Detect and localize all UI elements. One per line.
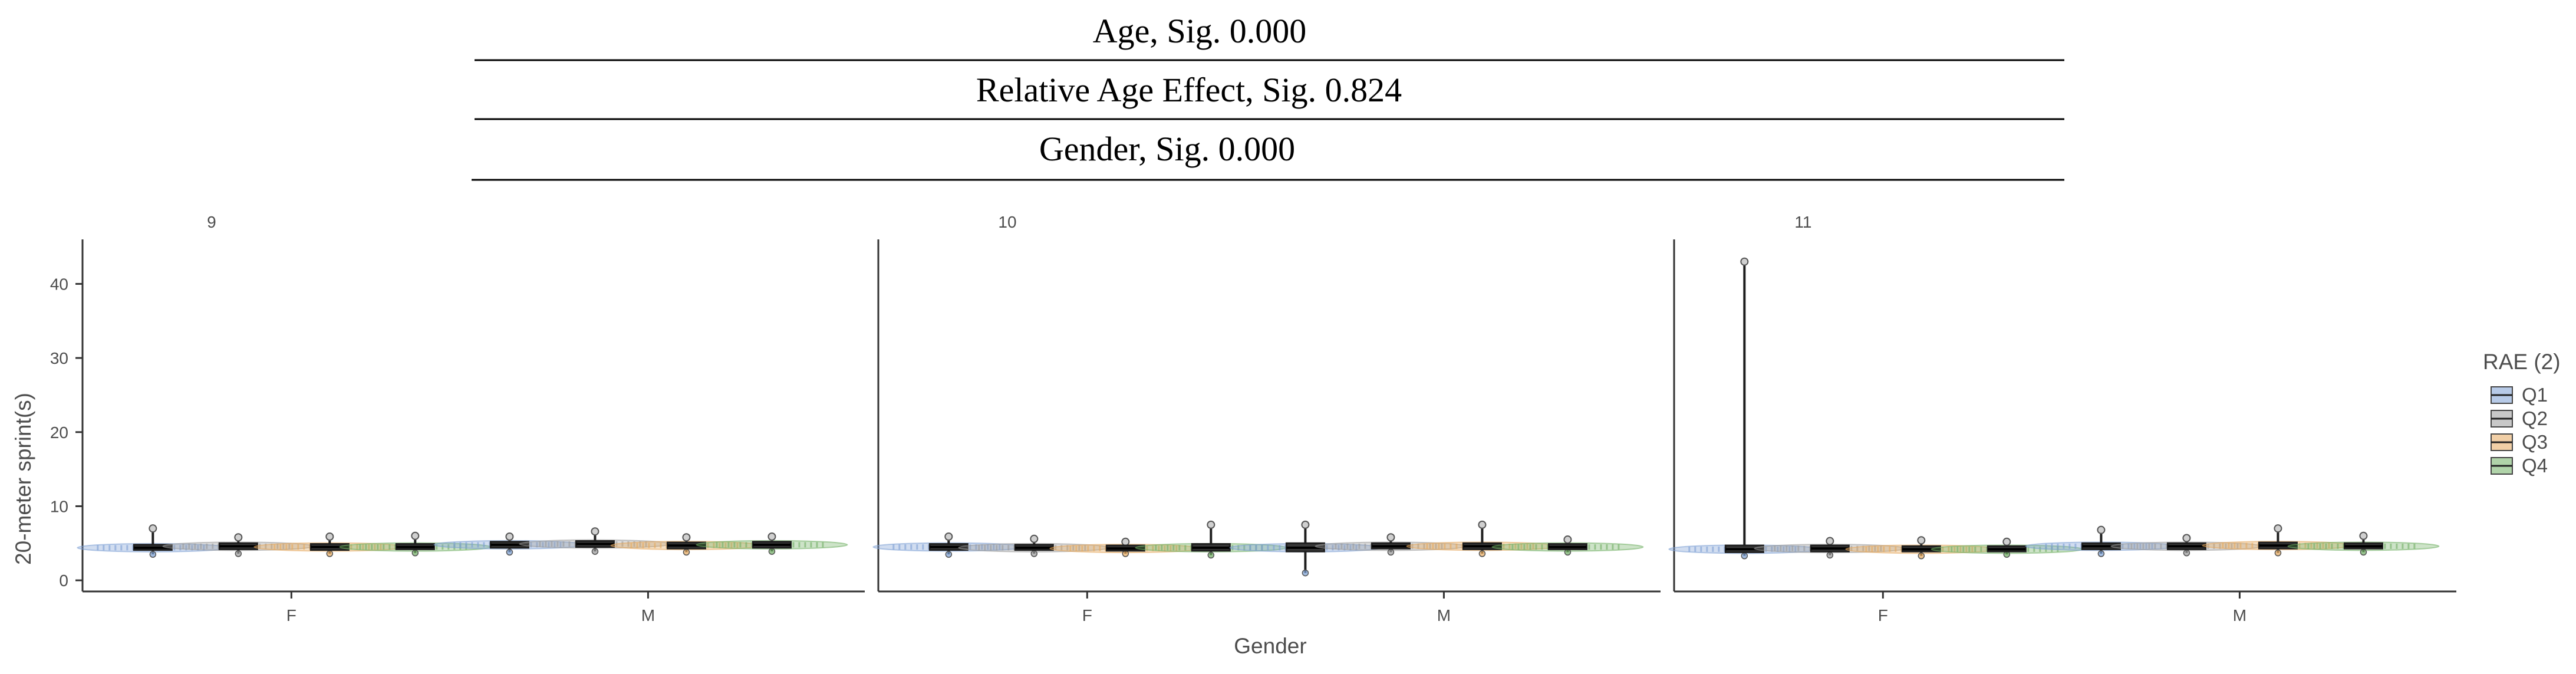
facet-label: 9 bbox=[207, 213, 216, 231]
legend-label: Q1 bbox=[2522, 384, 2548, 406]
whisker-min-point bbox=[1302, 569, 1309, 577]
x-axis-title: Gender bbox=[1234, 634, 1306, 658]
whisker-min-point bbox=[1564, 548, 1572, 556]
whisker-min-point bbox=[1030, 550, 1038, 557]
whisker-max-point bbox=[2182, 534, 2191, 543]
whisker-min-point bbox=[1122, 550, 1129, 557]
whisker-max-point bbox=[1740, 257, 1749, 266]
x-tick-label: F bbox=[1878, 606, 1888, 624]
whisker-min-point bbox=[235, 550, 242, 557]
y-tick-label: 20 bbox=[50, 423, 68, 442]
legend-label: Q2 bbox=[2522, 407, 2548, 429]
whisker-min-point bbox=[2360, 548, 2367, 556]
whisker-max-point bbox=[1386, 533, 1395, 542]
facet-label: 10 bbox=[998, 213, 1016, 231]
plot-area: 9 0 10 20 30 40 F M 10 F M 11 F M bbox=[50, 213, 2456, 624]
whisker-min-point bbox=[1387, 548, 1395, 556]
whisker-max-point bbox=[2097, 525, 2106, 534]
whisker-min-point bbox=[506, 548, 513, 556]
whisker-max-point bbox=[505, 532, 514, 541]
whisker-max-point bbox=[325, 532, 334, 541]
x-tick-label: F bbox=[286, 606, 297, 624]
y-tick-label: 0 bbox=[59, 571, 68, 590]
stat-gender: Gender, Sig. 0.000 bbox=[1039, 130, 1295, 168]
whisker-max-point bbox=[1917, 536, 1926, 545]
whisker-min-point bbox=[2003, 551, 2011, 558]
x-tick-label: M bbox=[2233, 606, 2246, 624]
whisker-max-point bbox=[1301, 520, 1310, 529]
whisker-max-point bbox=[2274, 524, 2282, 533]
stats-header: Age, Sig. 0.000 Relative Age Effect, Sig… bbox=[472, 12, 2064, 181]
whisker-max-point bbox=[2359, 531, 2368, 540]
whisker-min-point bbox=[945, 551, 953, 558]
whisker-max-point bbox=[149, 524, 157, 533]
whisker-min-point bbox=[2183, 549, 2190, 557]
y-axis-title: 20-meter sprint(s) bbox=[11, 393, 35, 565]
whisker-min-point bbox=[768, 548, 776, 555]
whisker-min-point bbox=[683, 548, 690, 556]
whisker-max-point bbox=[1121, 537, 1130, 546]
whisker-max-point bbox=[2002, 537, 2011, 546]
x-tick-label: M bbox=[1437, 606, 1451, 624]
whisker-max-point bbox=[767, 532, 776, 541]
whisker-max-point bbox=[944, 532, 953, 541]
x-tick-label: F bbox=[1082, 606, 1092, 624]
legend-label: Q3 bbox=[2522, 431, 2548, 453]
whisker-max-point bbox=[1826, 537, 1834, 545]
y-tick-label: 30 bbox=[50, 349, 68, 367]
whisker-max-point bbox=[1030, 534, 1039, 543]
whisker-min-point bbox=[591, 548, 599, 555]
whisker-max-point bbox=[411, 531, 420, 540]
whisker-min-point bbox=[1207, 551, 1215, 559]
whisker-max-point bbox=[1563, 535, 1572, 544]
stat-age: Age, Sig. 0.000 bbox=[1093, 12, 1307, 50]
stat-relative-age-effect: Relative Age Effect, Sig. 0.824 bbox=[976, 71, 1402, 109]
legend-label: Q4 bbox=[2522, 455, 2548, 476]
whisker-max-point bbox=[591, 527, 599, 536]
whisker-min-point bbox=[1918, 552, 1925, 560]
y-tick-label: 10 bbox=[50, 497, 68, 515]
whisker-min-point bbox=[1478, 550, 1486, 557]
whisker-max-point bbox=[1207, 520, 1215, 529]
whisker-max-point bbox=[234, 533, 243, 542]
whisker-min-point bbox=[2274, 549, 2282, 557]
whisker-min-point bbox=[1826, 551, 1834, 559]
whisker-min-point bbox=[149, 551, 157, 558]
whisker-max-point bbox=[1478, 520, 1487, 529]
facet-label: 11 bbox=[1794, 213, 1811, 231]
whisker-min-point bbox=[411, 549, 419, 557]
x-tick-label: M bbox=[641, 606, 655, 624]
whisker-max-point bbox=[682, 533, 691, 542]
legend-title: RAE (2) bbox=[2483, 350, 2561, 374]
y-tick-label: 40 bbox=[50, 275, 68, 293]
whisker-min-point bbox=[1741, 552, 1748, 560]
whisker-min-point bbox=[326, 550, 334, 557]
whisker-min-point bbox=[2097, 550, 2105, 557]
